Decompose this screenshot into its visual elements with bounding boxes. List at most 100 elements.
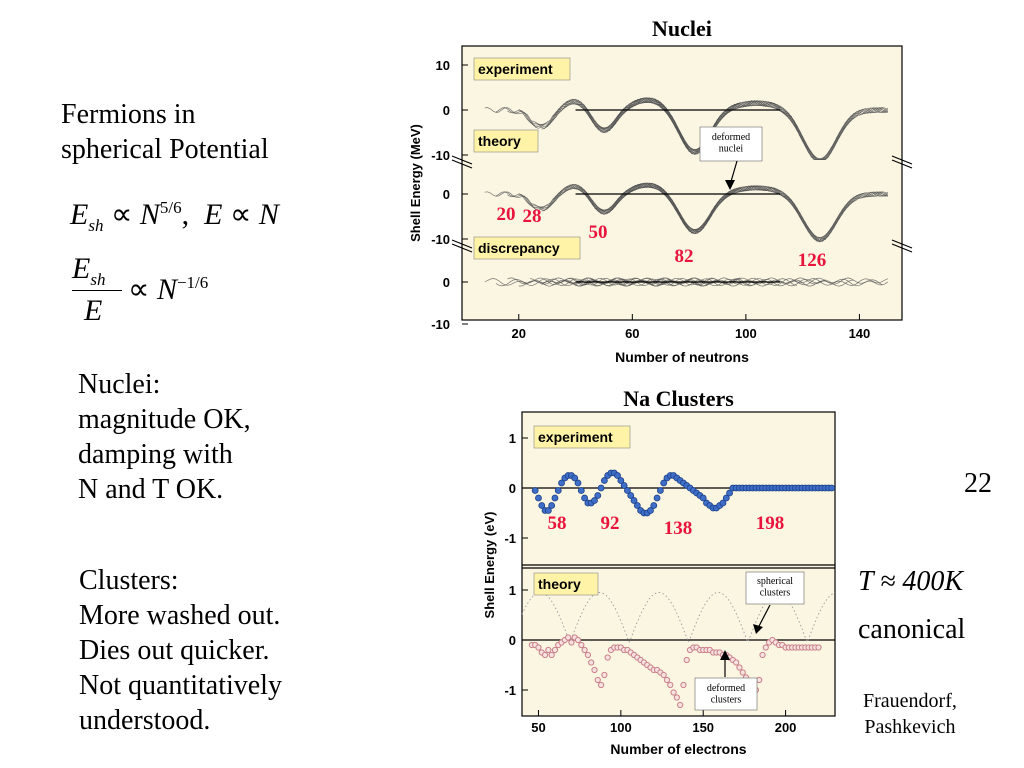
axis-break-mark [451,239,473,249]
theory-point [667,681,674,689]
magic-number-label: 126 [798,250,827,271]
nuclei-plot-area [461,45,903,321]
experiment-point [614,472,621,479]
y-tick-label: 0 [443,187,450,202]
arrow-head [753,624,763,634]
nuclei-curve [598,98,888,160]
nuclei-curve [586,278,888,286]
x-tick-label: 20 [512,326,526,341]
nuclei-curve [598,183,888,239]
y-tick-label: 0 [443,275,450,290]
annotation-box [699,126,763,162]
theory-point [565,634,572,641]
clusters-chart-title: Na Clusters [623,386,734,411]
intro-text: Fermions in spherical Potential [61,97,269,167]
theory-point [673,694,680,701]
x-tick-label: 100 [610,720,632,735]
theory-point [683,656,690,664]
theory-point [541,651,549,659]
note-line: damping with [78,439,233,470]
axis-break-mark [451,159,473,169]
credit-line: Frauendorf, [863,690,957,712]
nuclei-curve [575,277,888,287]
clusters-y-axis-label: Shell Energy (eV) [482,512,497,619]
theory-point [601,671,608,679]
magic-number-label: 50 [589,222,608,243]
nuclei-curve [541,277,826,287]
note-line: N and T OK. [78,474,224,505]
nuclei-note: Nuclei: magnitude OK, damping with N and… [78,367,251,507]
note-line: Not quantitatively [79,670,282,701]
experiment-point [617,477,625,484]
x-tick-label: 150 [692,720,714,735]
theory-point [574,636,582,644]
panel-label-experiment: experiment [478,61,553,77]
theory-point [551,646,559,654]
nuclei-y-axis-label: Shell Energy (MeV) [408,124,423,242]
note-line: Nuclei: [78,369,161,400]
experiment-point [653,494,661,502]
panel-label-box [473,57,571,81]
experiment-point [531,487,539,494]
experiment-point [594,492,602,499]
theory-point [677,701,684,709]
y-tick-label: 0 [509,481,516,496]
experiment-point [548,502,556,509]
experiment-point [633,502,641,509]
experiment-point [591,497,598,504]
nuclei-x-axis-label: Number of neutrons [615,349,749,365]
experiment-point [722,494,730,502]
theory-point [733,659,740,666]
theory-point [568,639,575,646]
y-tick-label: 1 [509,583,516,598]
theory-point [578,641,585,649]
panel-label-box [533,425,631,449]
experiment-point [647,507,654,514]
experiment-point [624,487,631,494]
panel-label-experiment: experiment [538,429,613,445]
credit: Frauendorf, Pashkevich [863,688,957,740]
experiment-point [597,484,605,492]
nuclei-curve [632,97,889,160]
experiment-point [726,489,733,497]
nuclei-curve [620,183,888,242]
theory-point [545,646,552,654]
theory-point [756,676,763,684]
theory-point [663,676,671,684]
experiment-point [574,479,582,487]
theory-point [594,676,601,684]
x-tick-label: 50 [531,720,545,735]
note-line: understood. [79,705,211,736]
theory-point [591,666,598,674]
y-tick-label: -10 [431,317,450,332]
y-tick-label: 0 [443,103,450,118]
panel-label-box [533,572,599,596]
axis-break-mark [891,243,913,253]
theory-point [680,681,687,689]
experiment-point [554,487,562,494]
theory-point [548,651,555,659]
y-tick-label: 1 [509,431,516,446]
experiment-point [699,494,707,502]
theory-point [736,664,743,671]
magic-number-label: 198 [756,513,785,534]
arrow-head [720,650,730,660]
y-tick-label: -10 [431,232,450,247]
intro-line: spherical Potential [61,134,269,165]
magic-number-label: 92 [601,513,620,534]
note-line: Clusters: [79,565,179,596]
nuclei-curve [507,277,741,287]
panel-label-theory: theory [538,576,581,592]
y-tick-label: 0 [509,633,516,648]
theory-point [535,644,542,651]
theory-point [759,651,766,659]
y-tick-label: -10 [431,148,450,163]
ensemble-label: canonical [858,614,966,645]
experiment-point [577,487,585,494]
x-tick-label: 60 [625,326,639,341]
theory-point [584,651,591,659]
experiment-point [538,502,546,509]
deformed-nuclei-annotation: deformed nuclei [712,132,750,155]
y-tick-label: -1 [504,531,516,546]
annotation-arrow [757,604,771,629]
